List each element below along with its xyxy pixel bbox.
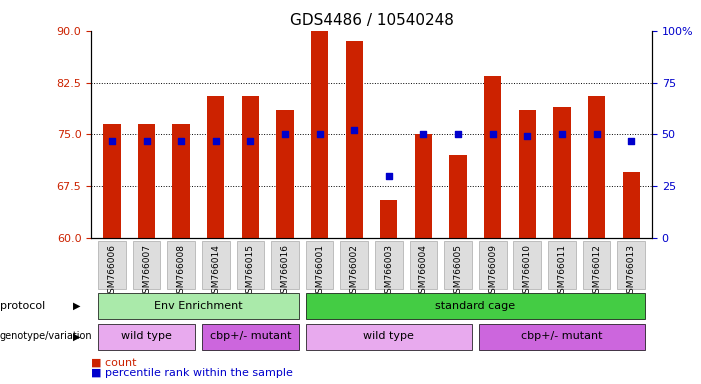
Bar [103,124,121,238]
Text: GSM766008: GSM766008 [177,244,186,299]
Text: ■ count: ■ count [91,358,137,368]
FancyBboxPatch shape [306,241,334,289]
FancyBboxPatch shape [341,241,368,289]
Text: ▶: ▶ [74,301,81,311]
Bar [449,155,467,238]
Point [591,131,602,137]
Text: GSM766010: GSM766010 [523,244,532,299]
Bar [553,107,571,238]
Bar [380,200,397,238]
Text: cbp+/- mutant: cbp+/- mutant [210,331,291,341]
Bar [622,172,640,238]
Text: protocol: protocol [0,301,46,311]
FancyBboxPatch shape [202,241,230,289]
Point [487,131,498,137]
FancyBboxPatch shape [271,241,299,289]
Bar [311,31,328,238]
FancyBboxPatch shape [479,324,645,350]
Text: wild type: wild type [363,331,414,341]
Text: cbp+/- mutant: cbp+/- mutant [521,331,603,341]
Bar [415,134,432,238]
FancyBboxPatch shape [132,241,161,289]
Text: GSM766012: GSM766012 [592,244,601,299]
FancyBboxPatch shape [98,241,125,289]
Point [141,137,152,144]
Text: GSM766003: GSM766003 [384,244,393,299]
Text: GSM766001: GSM766001 [315,244,324,299]
Point [280,131,291,137]
Text: standard cage: standard cage [435,301,515,311]
Bar [242,96,259,238]
Bar [519,110,536,238]
Text: GSM766011: GSM766011 [557,244,566,299]
FancyBboxPatch shape [98,324,195,350]
FancyBboxPatch shape [202,324,299,350]
Bar [346,41,363,238]
Text: GSM766006: GSM766006 [107,244,116,299]
FancyBboxPatch shape [306,293,645,319]
Text: GSM766013: GSM766013 [627,244,636,299]
FancyBboxPatch shape [306,324,472,350]
FancyBboxPatch shape [409,241,437,289]
Text: GSM766007: GSM766007 [142,244,151,299]
Point [348,127,360,133]
Bar [138,124,155,238]
Point [383,173,395,179]
Text: wild type: wild type [121,331,172,341]
Text: GSM766009: GSM766009 [488,244,497,299]
Text: GSM766005: GSM766005 [454,244,463,299]
Text: GSM766015: GSM766015 [246,244,255,299]
Text: GSM766014: GSM766014 [211,244,220,299]
Title: GDS4486 / 10540248: GDS4486 / 10540248 [290,13,454,28]
Point [418,131,429,137]
Bar [484,76,501,238]
Point [175,137,186,144]
FancyBboxPatch shape [375,241,402,289]
Text: Env Enrichment: Env Enrichment [154,301,243,311]
Bar [172,124,190,238]
FancyBboxPatch shape [444,241,472,289]
FancyBboxPatch shape [513,241,541,289]
FancyBboxPatch shape [98,293,299,319]
FancyBboxPatch shape [618,241,645,289]
Point [245,137,256,144]
FancyBboxPatch shape [548,241,576,289]
FancyBboxPatch shape [583,241,611,289]
Text: GSM766016: GSM766016 [280,244,290,299]
Bar [276,110,294,238]
Point [452,131,463,137]
Point [314,131,325,137]
Text: genotype/variation: genotype/variation [0,331,93,341]
Point [210,137,222,144]
FancyBboxPatch shape [479,241,507,289]
Point [625,137,637,144]
Bar [207,96,224,238]
Point [522,133,533,139]
FancyBboxPatch shape [168,241,195,289]
Point [107,137,118,144]
Text: GSM766004: GSM766004 [419,244,428,299]
Text: GSM766002: GSM766002 [350,244,359,299]
Point [557,131,568,137]
Text: ■ percentile rank within the sample: ■ percentile rank within the sample [91,368,293,379]
FancyBboxPatch shape [236,241,264,289]
Bar [588,96,605,238]
Text: ▶: ▶ [74,331,81,341]
